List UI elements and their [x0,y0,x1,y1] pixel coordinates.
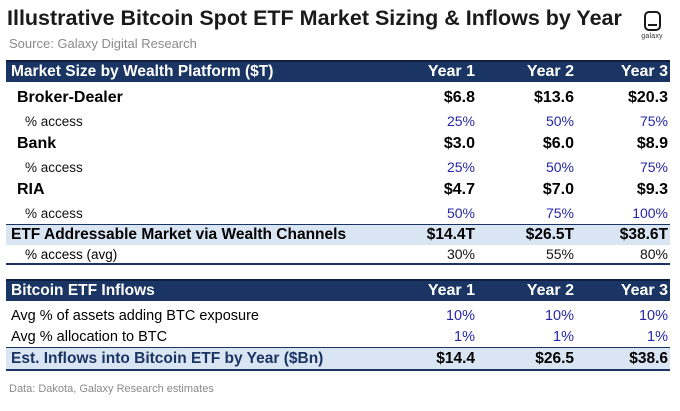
inflows-table: Bitcoin ETF Inflows Year 1 Year 2 Year 3… [6,279,670,371]
cell-value: $4.7 [443,181,475,198]
galaxy-logo: galaxy [637,11,667,40]
addressable-market-row: ETF Addressable Market via Wealth Channe… [6,224,670,245]
cell-value: 50% [446,205,475,221]
bank-row: Bank $3.0 $6.0 $8.9 [6,132,670,156]
row-label: Avg % allocation to BTC [11,328,168,345]
cell-value: $20.3 [627,89,668,106]
cell-value: 75% [639,113,668,129]
year-3-header: Year 3 [620,282,668,299]
cell-value: $38.6 [629,349,668,367]
row-label: % access [25,159,83,175]
cell-value: $38.6T [619,226,668,243]
cell-value: 50% [545,113,574,129]
year-2-header: Year 2 [526,63,574,80]
row-label: % access [25,113,83,129]
row-label: ETF Addressable Market via Wealth Channe… [11,226,347,243]
market-size-header-label: Market Size by Wealth Platform ($T) [11,63,274,80]
data-footnote: Data: Dakota, Galaxy Research estimates [9,383,214,395]
est-inflows-row: Est. Inflows into Bitcoin ETF by Year ($… [6,347,670,371]
cell-value: 80% [639,246,668,262]
row-label: Est. Inflows into Bitcoin ETF by Year ($… [11,349,324,367]
cell-value: 1% [647,328,668,345]
cell-value: $14.4T [426,226,475,243]
avg-access-row: % access (avg) 30% 55% 80% [6,245,670,265]
cell-value: 55% [545,246,574,262]
row-label: Bank [17,135,57,152]
cell-value: $26.5T [525,226,574,243]
cell-value: 10% [638,307,668,324]
cell-value: 50% [545,159,574,175]
cell-value: $14.4 [436,349,475,367]
inflows-header: Bitcoin ETF Inflows Year 1 Year 2 Year 3 [6,279,670,301]
row-label: RIA [17,181,45,198]
year-2-header: Year 2 [526,282,574,299]
ria-row: RIA $4.7 $7.0 $9.3 [6,178,670,202]
cell-value: 25% [446,159,475,175]
row-label: % access [25,205,83,221]
cell-value: $7.0 [542,181,574,198]
bank-access-row: % access 25% 50% 75% [6,156,670,178]
cell-value: 1% [454,328,475,345]
ria-access-row: % access 50% 75% 100% [6,202,670,224]
cell-value: 100% [632,205,668,221]
cell-value: $9.3 [636,181,668,198]
row-label: % access (avg) [25,246,118,262]
cell-value: 25% [446,113,475,129]
page-title: Illustrative Bitcoin Spot ETF Market Siz… [7,6,622,30]
cell-value: 10% [544,307,574,324]
galaxy-logo-text: galaxy [641,33,663,40]
cell-value: $13.6 [533,89,574,106]
cell-value: $6.8 [443,89,475,106]
source-note: Source: Galaxy Digital Research [9,36,197,51]
inflows-header-label: Bitcoin ETF Inflows [11,282,155,299]
broker-dealer-access-row: % access 25% 50% 75% [6,110,670,132]
market-size-table: Market Size by Wealth Platform ($T) Year… [6,60,670,265]
cell-value: 75% [545,205,574,221]
cell-value: 10% [445,307,475,324]
year-3-header: Year 3 [620,63,668,80]
cell-value: 30% [446,246,475,262]
year-1-header: Year 1 [427,282,475,299]
row-label: Avg % of assets adding BTC exposure [11,307,259,324]
cell-value: 75% [639,159,668,175]
row-label: Broker-Dealer [17,89,123,106]
cell-value: 1% [553,328,574,345]
market-size-header: Market Size by Wealth Platform ($T) Year… [6,60,670,82]
adding-exposure-row: Avg % of assets adding BTC exposure 10% … [6,305,670,326]
year-1-header: Year 1 [427,63,475,80]
cell-value: $6.0 [542,135,574,152]
cell-value: $26.5 [535,349,574,367]
cell-value: $8.9 [636,135,668,152]
cell-value: $3.0 [443,135,475,152]
btc-allocation-row: Avg % allocation to BTC 1% 1% 1% [6,326,670,347]
galaxy-logo-icon [643,11,661,31]
broker-dealer-row: Broker-Dealer $6.8 $13.6 $20.3 [6,86,670,110]
